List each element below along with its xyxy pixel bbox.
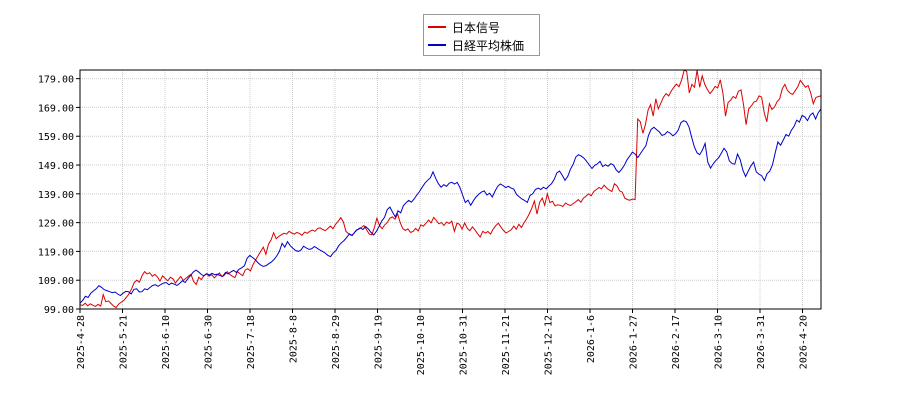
x-axis-ticks: 2025-4-28 2025-5-21 2025-6-10 2025-6-30 2025… (76, 309, 810, 375)
x-tick-label: 2025-11-21 (501, 315, 512, 375)
y-tick-label: 169.00 (38, 103, 74, 114)
legend-item-series-1: 日経平均株価 (428, 36, 524, 54)
series-line-1 (79, 108, 822, 304)
x-tick-label: 2025-10-10 (416, 315, 427, 375)
x-tick-label: 2025-4-28 (76, 315, 87, 369)
y-tick-label: 109.00 (38, 276, 74, 287)
legend-label-series-0: 日本信号 (452, 20, 501, 35)
legend-item-series-0: 日本信号 (428, 18, 500, 36)
x-tick-label: 2025-7-18 (246, 315, 257, 369)
y-axis-ticks: 99.00 109.00 119.00 129.00 139.00 149.00 159.0… (38, 75, 80, 316)
x-tick-label: 2025-9-19 (374, 315, 385, 369)
x-tick-label: 2026-1-27 (629, 315, 640, 369)
grid-lines (80, 70, 821, 310)
y-tick-label: 179.00 (38, 75, 74, 86)
x-tick-label: 2026-4-20 (799, 315, 810, 369)
y-tick-label: 159.00 (38, 132, 74, 143)
x-tick-label: 2026-2-17 (671, 315, 682, 369)
x-tick-label: 2026-3-31 (756, 315, 767, 369)
y-tick-label: 149.00 (38, 161, 74, 172)
x-tick-label: 2025-5-21 (119, 315, 130, 369)
y-tick-label: 139.00 (38, 190, 74, 201)
x-tick-label: 2025-6-30 (204, 315, 215, 369)
x-tick-label: 2025-8-29 (331, 315, 342, 369)
legend-label-series-1: 日経平均株価 (452, 38, 525, 53)
x-tick-label: 2025-12-12 (544, 315, 555, 375)
y-tick-label: 119.00 (38, 247, 74, 258)
x-tick-label: 2025-8-8 (289, 315, 300, 363)
legend: 日本信号 日経平均株価 (423, 14, 540, 56)
legend-swatch-series-0 (428, 26, 446, 28)
x-tick-label: 2025-6-10 (161, 315, 172, 369)
x-tick-label: 2026-3-10 (714, 315, 725, 369)
x-tick-label: 2025-10-31 (459, 315, 470, 375)
y-tick-label: 129.00 (38, 219, 74, 230)
series-line-0 (79, 69, 822, 309)
legend-swatch-series-1 (428, 44, 446, 46)
x-tick-label: 2026-1-6 (586, 315, 597, 363)
y-tick-label: 99.00 (44, 305, 74, 316)
series-lines (79, 69, 822, 309)
plot-frame (79, 69, 822, 310)
